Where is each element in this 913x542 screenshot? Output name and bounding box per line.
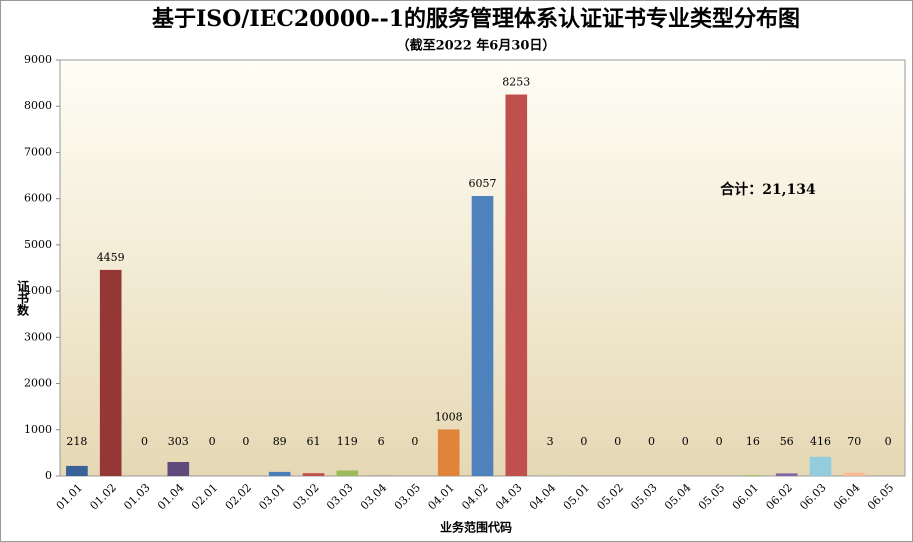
data-label: 6057 [469,177,497,190]
bar [336,470,359,476]
data-label: 1008 [435,410,463,423]
data-label: 0 [682,435,689,448]
data-label: 0 [209,435,216,448]
data-label: 0 [411,435,418,448]
y-tick-label: 4000 [24,284,52,297]
data-label: 416 [810,435,831,448]
data-label: 4459 [97,251,125,264]
x-axis-label: 业务范围代码 [440,520,512,535]
data-label: 0 [242,435,249,448]
data-label: 61 [307,435,321,448]
data-label: 303 [168,435,189,448]
bar [66,465,88,476]
data-label: 8253 [502,76,530,89]
bar [742,475,764,476]
data-label: 0 [716,435,723,448]
bar [302,473,325,476]
bar [843,472,866,476]
chart-subtitle: （截至2022 年6月30日） [397,38,556,54]
data-label: 0 [141,435,148,448]
bar [99,269,122,476]
data-label: 3 [547,435,554,448]
data-label: 218 [66,435,87,448]
bar [809,456,832,476]
data-label: 56 [780,435,794,448]
data-label: 16 [746,435,760,448]
chart-title: 基于ISO/IEC20000--1的服务管理体系认证证书专业类型分布图 [152,6,800,32]
data-label: 6 [378,435,385,448]
annotation: 合计：21,134 [720,181,816,198]
y-tick-label: 1000 [24,423,52,436]
bar [505,94,528,476]
data-label: 0 [580,435,587,448]
data-label: 0 [885,435,892,448]
data-label: 89 [273,435,287,448]
y-tick-label: 6000 [24,192,52,205]
y-tick-label: 2000 [24,377,52,390]
bar [471,196,494,477]
y-tick-label: 3000 [24,330,52,343]
data-label: 119 [337,435,358,448]
y-tick-label: 7000 [24,145,52,158]
y-tick-label: 8000 [24,99,52,112]
y-axis-label: 证书数 [16,280,30,317]
bar [268,471,291,476]
y-tick-label: 0 [45,469,52,482]
y-tick-label: 5000 [24,238,52,251]
data-label: 70 [847,435,861,448]
bar [437,429,460,476]
bar [167,461,190,476]
bar [775,473,798,476]
y-tick-label: 9000 [24,53,52,66]
data-label: 0 [648,435,655,448]
data-label: 0 [614,435,621,448]
